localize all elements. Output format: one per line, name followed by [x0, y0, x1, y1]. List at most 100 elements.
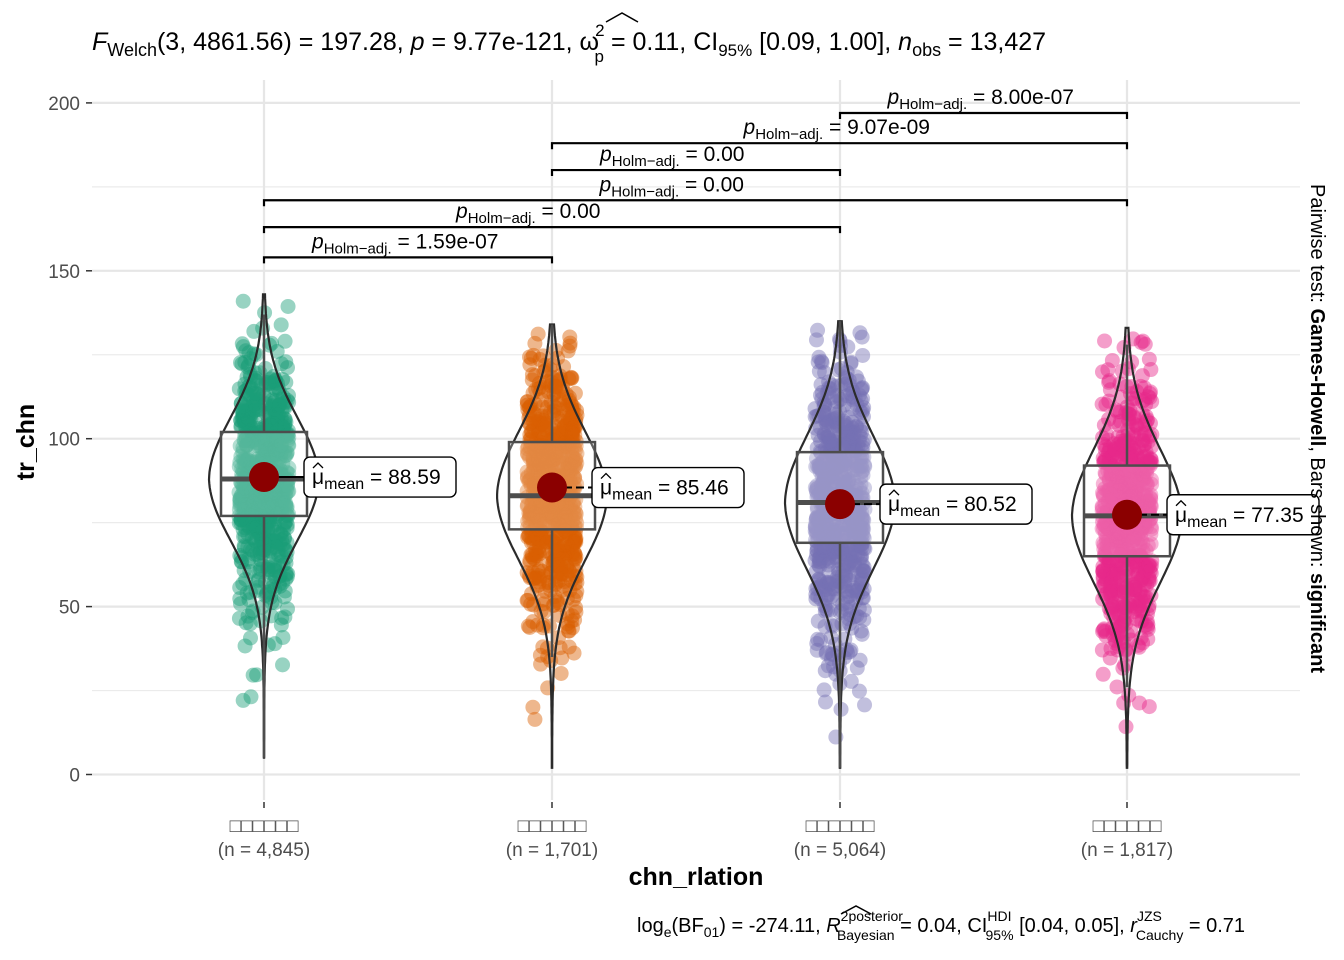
- jitter-point: [275, 488, 291, 504]
- jitter-point: [275, 456, 291, 472]
- jitter-point: [567, 546, 583, 562]
- jitter-point: [241, 411, 257, 427]
- jitter-point: [808, 564, 824, 580]
- jitter-point: [243, 433, 259, 449]
- jitter-point: [522, 508, 538, 524]
- jitter-point: [530, 457, 546, 473]
- jitter-point: [269, 524, 285, 540]
- mean-point: [1112, 499, 1142, 530]
- jitter-point: [554, 512, 570, 528]
- title-p-letter: p: [410, 28, 425, 56]
- jitter-point: [278, 514, 294, 530]
- jitter-point: [541, 442, 557, 458]
- comparison-label: pHolm−adj. = 0.00: [599, 143, 744, 170]
- jitter-point: [247, 395, 263, 411]
- jitter-point: [254, 518, 270, 534]
- jitter-point: [235, 402, 251, 418]
- jitter-point: [549, 432, 565, 448]
- jitter-point: [563, 369, 579, 385]
- jitter-point: [234, 411, 250, 427]
- jitter-point: [266, 522, 282, 538]
- jitter-point: [273, 548, 289, 564]
- jitter-point: [245, 404, 261, 420]
- jitter-point: [847, 452, 863, 468]
- jitter-point: [565, 558, 581, 574]
- jitter-point: [520, 446, 536, 462]
- jitter-point: [1122, 435, 1138, 451]
- jitter-point: [565, 512, 581, 528]
- jitter-point: [252, 501, 268, 517]
- jitter-point: [557, 523, 573, 539]
- jitter-point: [566, 534, 582, 550]
- title-n-value: = 13,427: [941, 28, 1046, 56]
- jitter-point: [234, 356, 250, 372]
- x-tick-label: □□□□□□: [230, 816, 299, 837]
- jitter-point: [237, 483, 253, 499]
- jitter-point: [833, 463, 849, 479]
- jitter-point: [233, 515, 249, 531]
- jitter-point: [520, 445, 536, 461]
- jitter-point: [242, 500, 258, 516]
- jitter-point: [524, 531, 540, 547]
- jitter-point: [254, 429, 270, 445]
- jitter-point: [567, 459, 583, 475]
- jitter-point: [567, 385, 583, 401]
- jitter-point: [519, 593, 535, 609]
- jitter-point: [245, 488, 261, 504]
- jitter-point: [270, 411, 286, 427]
- jitter-point: [236, 411, 252, 427]
- x-tick-count: (n = 1,817): [1081, 840, 1173, 861]
- jitter-point: [268, 432, 284, 448]
- mean-mu: μ: [312, 466, 324, 489]
- jitter-point: [536, 446, 552, 462]
- jitter-point: [534, 563, 550, 579]
- jitter-point: [233, 395, 249, 411]
- jitter-point: [534, 416, 550, 432]
- jitter-point: [233, 396, 249, 412]
- title-omega-value: = 0.11, CI: [604, 28, 718, 56]
- jitter-point: [809, 510, 825, 526]
- jitter-point: [560, 616, 576, 632]
- jitter-point: [567, 551, 583, 567]
- jitter-point: [280, 437, 296, 453]
- jitter-point: [270, 409, 286, 425]
- caption-r-sub: Bayesian: [837, 927, 895, 943]
- y-tick-label: 150: [48, 262, 80, 283]
- jitter-point: [809, 484, 825, 500]
- jitter-point: [266, 415, 282, 431]
- jitter-point: [535, 620, 551, 636]
- jitter-point: [522, 472, 538, 488]
- jitter-point: [264, 447, 280, 463]
- jitter-point: [233, 412, 249, 428]
- jitter-point: [534, 448, 550, 464]
- jitter-point: [275, 491, 291, 507]
- jitter-point: [557, 534, 573, 550]
- jitter-point: [522, 357, 538, 373]
- jitter-point: [529, 443, 545, 459]
- jitter-point: [844, 414, 860, 430]
- jitter-point: [567, 454, 583, 470]
- jitter-point: [568, 510, 584, 526]
- jitter-point: [280, 426, 296, 442]
- jitter-point: [553, 445, 569, 461]
- jitter-point: [830, 573, 846, 589]
- comparison-p: p: [887, 86, 900, 109]
- jitter-point: [559, 460, 575, 476]
- jitter-point: [267, 426, 283, 442]
- jitter-point: [836, 457, 852, 473]
- jitter-point: [236, 498, 252, 514]
- pairwise-shown: significant: [1306, 573, 1328, 673]
- jitter-point: [262, 543, 278, 559]
- jitter-point: [839, 388, 855, 404]
- jitter-point: [567, 442, 583, 458]
- jitter-point: [281, 483, 297, 499]
- jitter-point: [523, 350, 539, 366]
- x-tick-count: (n = 1,701): [506, 840, 598, 861]
- jitter-point: [568, 549, 584, 565]
- jitter-point: [275, 419, 291, 435]
- jitter-point: [240, 432, 256, 448]
- jitter-point: [524, 524, 540, 540]
- jitter-point: [271, 398, 287, 414]
- jitter-point: [249, 510, 265, 526]
- jitter-point: [565, 423, 581, 439]
